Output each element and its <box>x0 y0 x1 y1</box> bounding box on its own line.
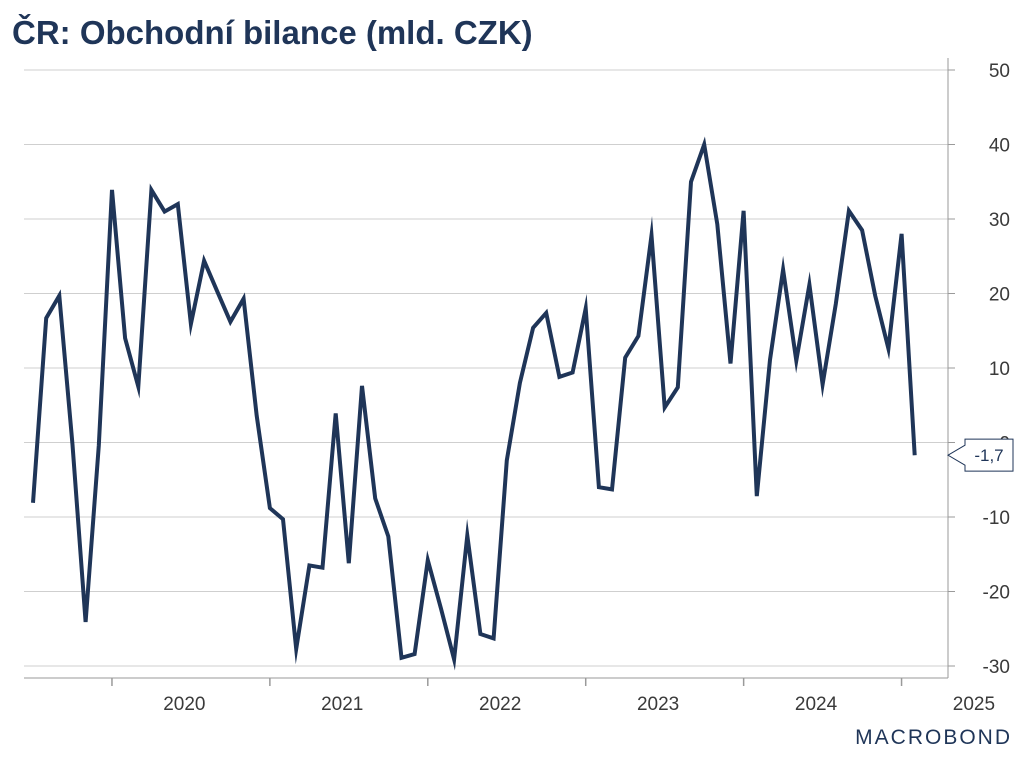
y-tick-label: 10 <box>989 359 1010 380</box>
y-tick-label: -10 <box>983 508 1010 529</box>
last-value-label: -1,7 <box>974 446 1003 465</box>
axes <box>24 58 955 686</box>
y-tick-label: -20 <box>983 583 1010 604</box>
last-value-callout-group: -1,7 <box>947 438 1014 472</box>
x-tick-label: 2020 <box>163 694 205 715</box>
x-tick-label: 2022 <box>479 694 521 715</box>
x-tick-label: 2025 <box>953 694 995 715</box>
x-tick-label: 2021 <box>321 694 363 715</box>
y-axis-ticks: 50403020100-10-20-30 <box>983 61 1010 678</box>
y-tick-label: 50 <box>989 61 1010 82</box>
macrobond-logo: MACROBOND <box>855 726 1012 749</box>
y-tick-label: 40 <box>989 136 1010 157</box>
chart-title: ČR: Obchodní bilance (mld. CZK) <box>12 14 533 51</box>
x-axis-ticks: 2020 2021 2022 2023 2024 2025 <box>163 694 995 715</box>
series-line <box>31 136 917 671</box>
y-tick-label: -30 <box>983 657 1010 678</box>
y-tick-label: 20 <box>989 285 1010 306</box>
y-tick-label: 30 <box>989 210 1010 231</box>
series-layer <box>31 136 917 671</box>
last-value-callout <box>947 438 1014 472</box>
gridlines <box>24 69 948 667</box>
x-tick-label: 2024 <box>795 694 838 715</box>
x-tick-label: 2023 <box>637 694 679 715</box>
